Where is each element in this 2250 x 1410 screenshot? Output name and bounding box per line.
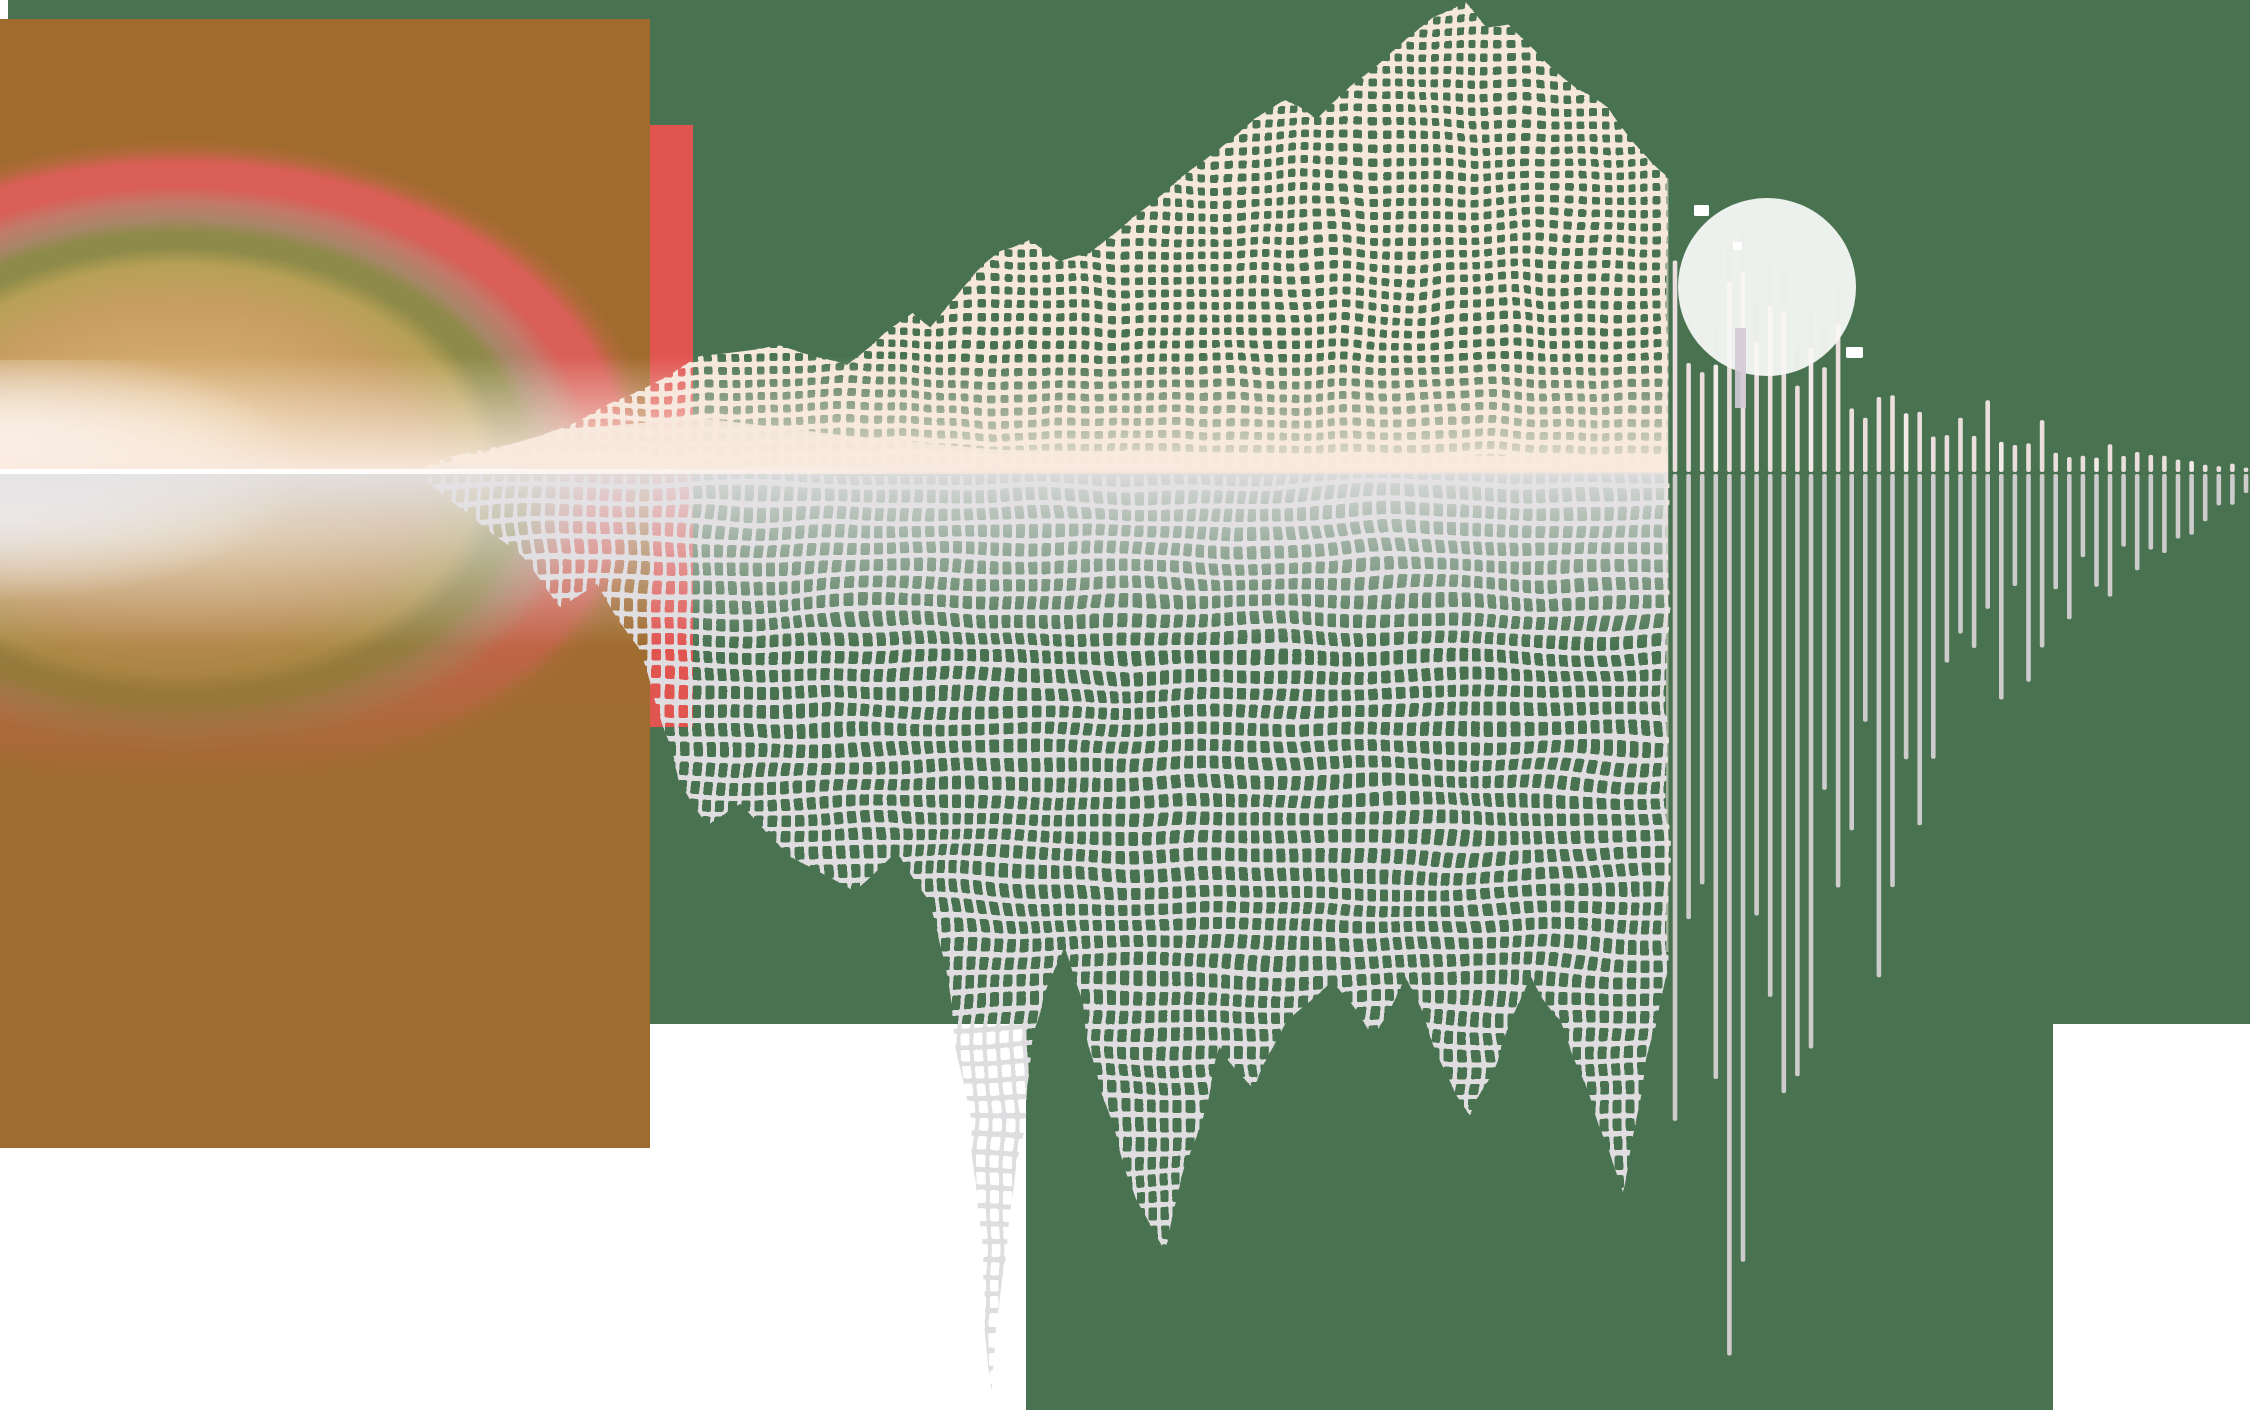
spectrum-bars-reflection	[1672, 474, 2249, 1356]
reflection-mesh-mountain	[420, 472, 1668, 1392]
lavender-bar-cluster	[1735, 328, 1746, 408]
bar-cap	[1694, 205, 1709, 216]
bar-cap	[1733, 242, 1742, 250]
sun-disc	[1678, 198, 1856, 376]
brown-top-band	[0, 19, 650, 140]
horizon-line	[0, 469, 1668, 474]
mesh-cut-edge	[1666, 178, 1669, 952]
cream-horizon-haze	[0, 356, 1668, 472]
bar-cap	[1846, 347, 1863, 358]
horizon-zone	[0, 178, 1669, 952]
gray-water-haze	[0, 472, 1668, 647]
